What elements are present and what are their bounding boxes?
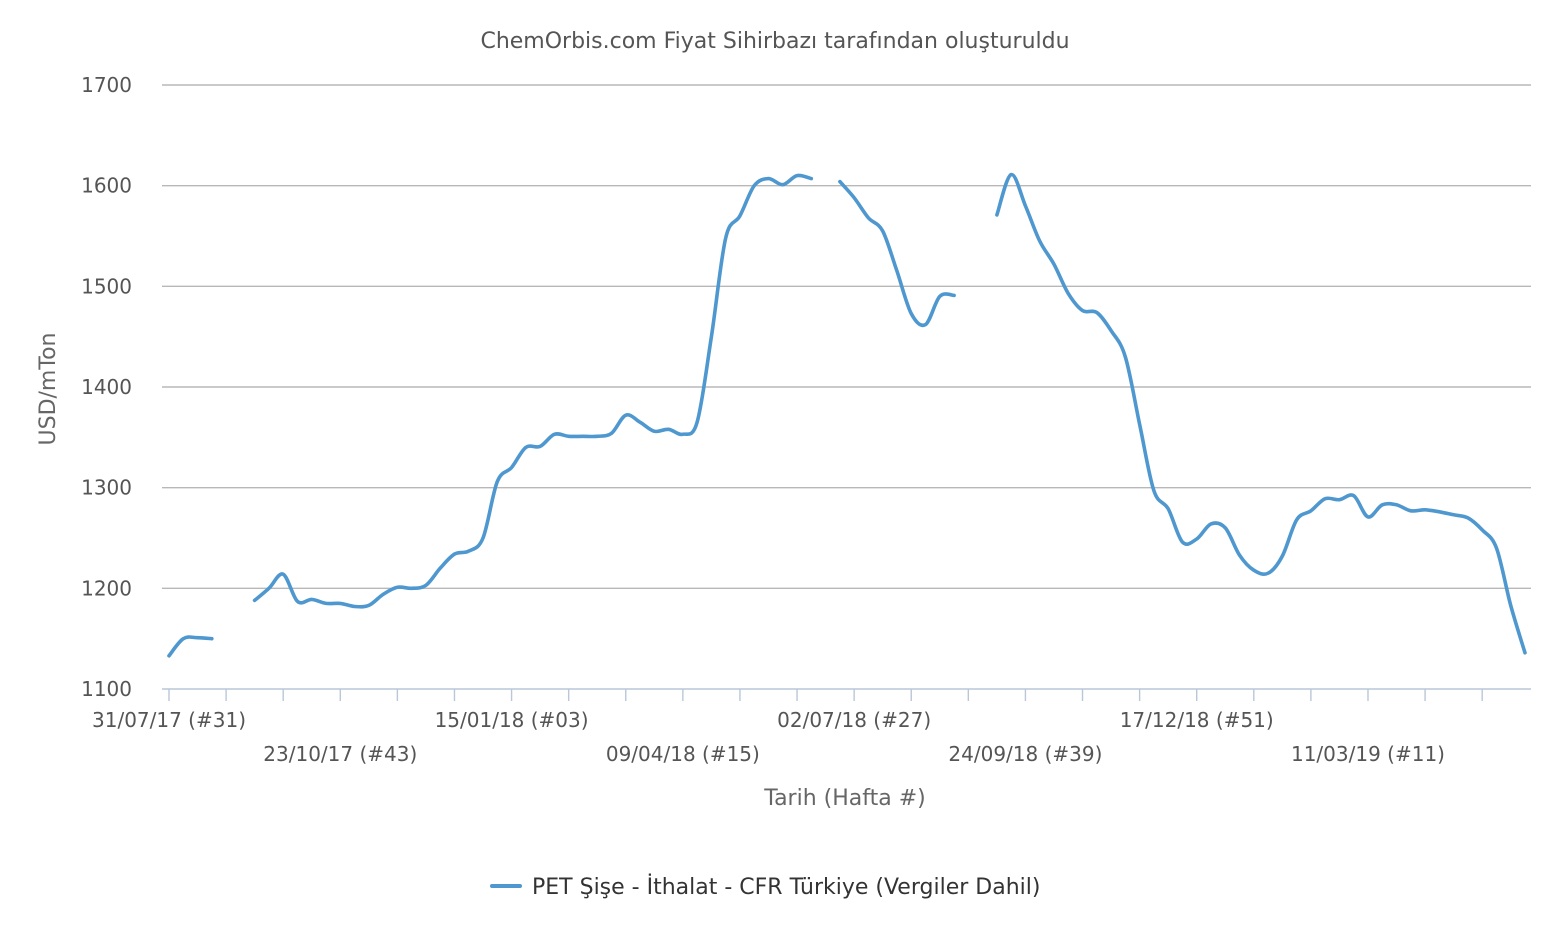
y-tick-label: 1300 <box>81 476 132 500</box>
chart-title: ChemOrbis.com Fiyat Sihirbazı tarafından… <box>480 29 1069 54</box>
x-tick-label: 17/12/18 (#51) <box>1120 708 1274 732</box>
series-line-segment <box>838 179 956 328</box>
x-axis-title: Tarih (Hafta #) <box>763 786 925 811</box>
y-tick-label: 1400 <box>81 375 132 399</box>
legend-label: PET Şişe - İthalat - CFR Türkiye (Vergil… <box>532 874 1040 900</box>
y-tick-label: 1200 <box>81 576 132 600</box>
y-tick-label: 1700 <box>81 73 132 97</box>
x-axis-ticks: 31/07/17 (#31) 23/10/17 (#43) 15/01/18 (#0… <box>92 689 1483 766</box>
x-tick-label: 09/04/18 (#15) <box>606 742 760 766</box>
y-tick-label: 1100 <box>81 677 132 701</box>
series-line-segment <box>167 635 214 658</box>
series-line-segment <box>252 173 814 609</box>
series-layer <box>167 172 1527 658</box>
legend[interactable]: PET Şişe - İthalat - CFR Türkiye (Vergil… <box>490 874 1040 900</box>
x-tick-label: 15/01/18 (#03) <box>435 708 589 732</box>
y-axis-ticks: 1100 1200 1300 1400 1500 1600 1700 <box>81 73 132 701</box>
gridlines <box>162 84 1531 590</box>
series-line-segment <box>995 172 1527 655</box>
y-tick-label: 1500 <box>81 274 132 298</box>
x-tick-label: 02/07/18 (#27) <box>777 708 931 732</box>
x-tick-label: 24/09/18 (#39) <box>948 742 1102 766</box>
y-tick-label: 1600 <box>81 174 132 198</box>
x-tick-label: 11/03/19 (#11) <box>1291 742 1445 766</box>
y-axis-title: USD/mTon <box>36 333 61 446</box>
x-tick-label: 31/07/17 (#31) <box>92 708 246 732</box>
x-tick-label: 23/10/17 (#43) <box>263 742 417 766</box>
